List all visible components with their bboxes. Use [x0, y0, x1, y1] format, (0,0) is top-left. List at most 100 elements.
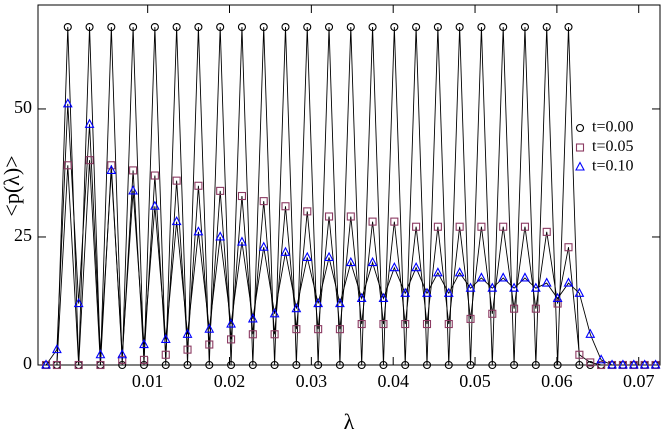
point	[216, 22, 225, 32]
point	[422, 319, 432, 329]
point	[161, 360, 170, 370]
point	[62, 98, 73, 108]
point	[291, 303, 302, 313]
point	[303, 207, 312, 216]
point	[346, 22, 355, 32]
point	[400, 287, 411, 297]
point	[41, 359, 51, 369]
point	[95, 349, 106, 359]
point	[618, 359, 628, 369]
y-tick-label: 50	[14, 97, 32, 117]
point	[345, 256, 356, 267]
point	[259, 22, 268, 32]
point	[412, 222, 421, 231]
point	[171, 215, 182, 226]
point	[477, 22, 486, 32]
point	[117, 349, 128, 359]
point	[205, 360, 214, 370]
point	[390, 22, 399, 32]
point	[596, 354, 607, 364]
plot-frame	[37, 4, 661, 366]
point	[574, 287, 585, 297]
point	[204, 323, 215, 333]
point	[107, 22, 116, 32]
point	[161, 350, 170, 359]
point	[650, 359, 661, 369]
point	[74, 360, 83, 370]
point	[499, 22, 508, 32]
point	[488, 360, 497, 370]
point	[357, 319, 366, 329]
x-tick-label: 0.02	[214, 371, 246, 391]
point	[302, 251, 313, 262]
legend-label: t=0.00	[592, 119, 633, 136]
point	[466, 360, 475, 370]
point	[597, 360, 606, 370]
point	[553, 299, 562, 308]
point	[378, 292, 389, 302]
point	[172, 22, 181, 32]
point	[324, 22, 334, 32]
y-tick-label: 25	[14, 225, 32, 245]
point	[390, 217, 399, 226]
point	[520, 22, 530, 32]
point	[303, 22, 312, 32]
point	[270, 330, 279, 339]
point	[455, 22, 464, 32]
point	[628, 359, 639, 369]
point	[379, 319, 388, 329]
point	[314, 360, 323, 370]
point	[401, 319, 410, 329]
point	[433, 222, 442, 231]
point	[150, 22, 159, 32]
point	[149, 200, 160, 210]
point	[51, 343, 62, 354]
point	[541, 277, 552, 287]
point	[368, 22, 377, 32]
point	[107, 161, 116, 170]
point	[281, 202, 290, 211]
point	[85, 156, 94, 165]
x-tick-label: 0.03	[296, 371, 328, 391]
legend-label: t=0.05	[592, 138, 633, 155]
point	[367, 256, 378, 267]
legend-symbol	[575, 143, 585, 152]
point	[433, 22, 442, 32]
point	[510, 360, 519, 370]
point	[411, 262, 422, 272]
point	[160, 333, 171, 343]
series-line	[46, 27, 656, 366]
point	[63, 161, 72, 170]
point	[510, 304, 519, 313]
point	[216, 186, 225, 195]
point	[128, 185, 139, 195]
point	[182, 328, 193, 338]
point	[280, 246, 291, 256]
point	[129, 166, 138, 175]
point	[487, 282, 498, 292]
point	[96, 360, 105, 370]
point	[227, 335, 236, 344]
point	[270, 360, 279, 370]
point	[586, 358, 595, 367]
point	[52, 360, 61, 370]
point	[139, 360, 149, 370]
point	[269, 308, 280, 318]
point	[639, 359, 650, 369]
point	[324, 251, 334, 262]
point	[444, 360, 453, 370]
point	[183, 345, 192, 354]
point	[247, 313, 258, 323]
point	[335, 325, 344, 334]
point	[552, 292, 563, 302]
point	[356, 292, 367, 302]
point	[530, 282, 541, 292]
point	[564, 22, 573, 32]
point	[314, 325, 323, 334]
point	[542, 22, 551, 32]
point	[237, 191, 247, 201]
point	[422, 287, 432, 297]
point	[531, 360, 540, 370]
point	[194, 181, 203, 190]
point	[334, 297, 345, 308]
